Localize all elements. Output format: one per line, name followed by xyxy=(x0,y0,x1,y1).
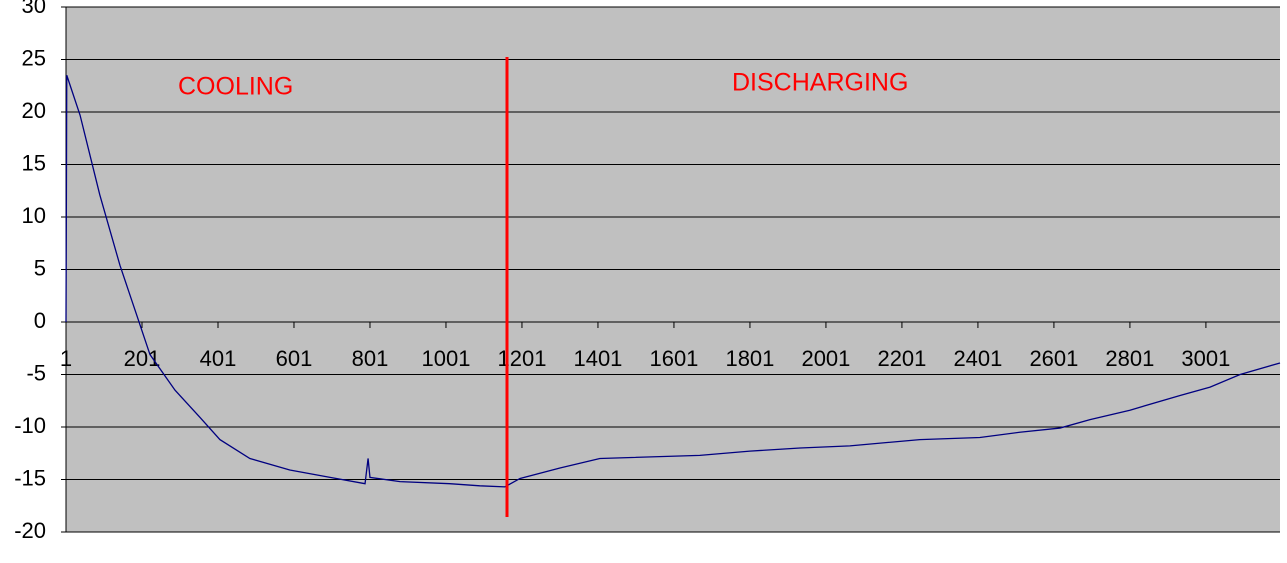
x-tick-label: 2201 xyxy=(877,346,926,371)
x-tick-label: 1201 xyxy=(497,346,546,371)
x-tick-label: 201 xyxy=(124,346,161,371)
data-line xyxy=(65,75,1281,488)
x-tick-label: 401 xyxy=(200,346,237,371)
annotation: COOLING xyxy=(178,73,293,101)
y-tick-label: 5 xyxy=(34,255,46,280)
y-tick-label: 0 xyxy=(34,308,46,333)
y-tick-label: -15 xyxy=(14,465,46,490)
x-tick-label: 801 xyxy=(352,346,389,371)
annotation: DISCHARGING xyxy=(732,69,908,97)
y-tick-label: 20 xyxy=(22,98,46,123)
x-tick-label: 2801 xyxy=(1105,346,1154,371)
x-tick-label: 1601 xyxy=(649,346,698,371)
x-tick-label: 2401 xyxy=(953,346,1002,371)
y-tick-label: 30 xyxy=(22,0,46,18)
y-tick-label: -5 xyxy=(26,360,46,385)
y-tick-label: -20 xyxy=(14,518,46,543)
y-tick-label: 15 xyxy=(22,150,46,175)
x-tick-label: 601 xyxy=(276,346,313,371)
y-tick-label: -10 xyxy=(14,413,46,438)
x-tick-label: 1 xyxy=(60,346,72,371)
x-tick-label: 1401 xyxy=(573,346,622,371)
x-tick-label: 1801 xyxy=(725,346,774,371)
y-tick-label: 25 xyxy=(22,45,46,70)
x-tick-label: 2601 xyxy=(1029,346,1078,371)
y-tick-label: 10 xyxy=(22,203,46,228)
x-tick-label: 2001 xyxy=(801,346,850,371)
x-tick-label: 1001 xyxy=(421,346,470,371)
x-tick-label: 3001 xyxy=(1181,346,1230,371)
